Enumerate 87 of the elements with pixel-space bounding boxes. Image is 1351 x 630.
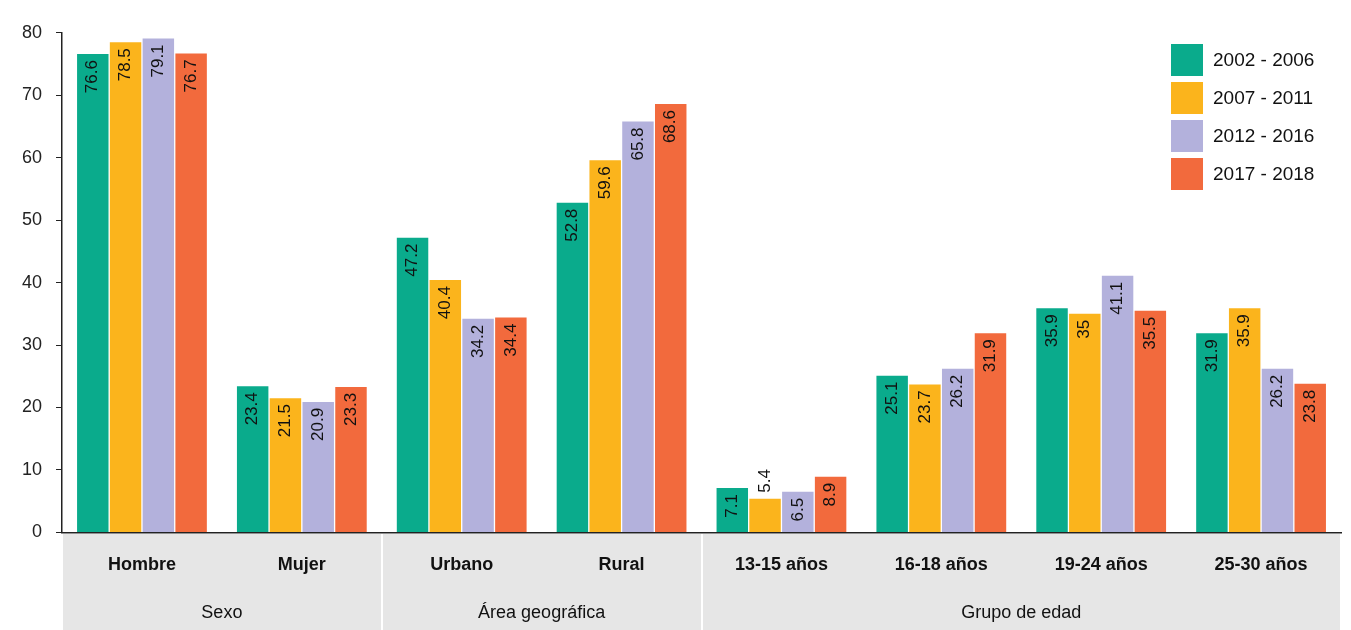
data-label: 35.9 (1041, 314, 1061, 348)
x-tick-label: 19-24 años (1054, 554, 1148, 575)
data-label: 78.5 (115, 48, 135, 82)
data-label: 23.4 (242, 392, 262, 426)
bar (77, 54, 109, 532)
y-tick-label: 20 (21, 396, 43, 417)
bar (716, 488, 749, 532)
x-tick-label: 25-30 años (1214, 554, 1308, 575)
data-label: 7.1 (721, 494, 741, 518)
bar (909, 384, 941, 532)
bar (1134, 310, 1167, 532)
bar (396, 237, 429, 532)
bar (622, 121, 654, 532)
x-tick-label: Hombre (107, 554, 176, 575)
data-label: 23.3 (340, 392, 360, 426)
bar (175, 53, 207, 532)
data-label: 52.8 (562, 208, 582, 242)
bar (462, 318, 494, 532)
data-label: 76.6 (82, 60, 102, 94)
legend-label: 2012 - 2016 (1213, 124, 1315, 147)
legend-label: 2007 - 2011 (1213, 86, 1314, 109)
bar (335, 386, 367, 532)
data-label: 26.2 (947, 374, 967, 408)
data-label: 34.2 (467, 324, 487, 358)
data-label: 59.6 (594, 166, 614, 200)
bar (142, 38, 175, 532)
data-label: 8.9 (820, 482, 840, 507)
bar (1036, 308, 1068, 532)
data-label: 23.7 (914, 390, 934, 424)
text: Área geográfica (477, 602, 607, 623)
bar (941, 368, 974, 532)
bar (1228, 308, 1261, 532)
data-label: 25.1 (881, 381, 901, 415)
x-tick-label: 13-15 años (734, 554, 828, 575)
data-label: 35.9 (1234, 314, 1254, 348)
y-tick-label: 10 (21, 458, 43, 479)
bar (1069, 313, 1101, 532)
data-label: 35.5 (1140, 316, 1160, 350)
bar (1101, 275, 1134, 532)
bar (269, 398, 302, 532)
y-tick-label: 80 (21, 21, 43, 42)
bar (876, 375, 908, 532)
x-tick-label: 16-18 años (894, 554, 988, 575)
data-label: 5.4 (754, 469, 774, 493)
y-tick-label: 70 (21, 84, 43, 105)
data-label: 31.9 (1201, 339, 1221, 373)
data-label: 76.7 (180, 59, 200, 93)
bar (429, 280, 462, 532)
bar (109, 42, 142, 532)
data-label: 23.8 (1299, 389, 1319, 423)
y-tick-label: 50 (21, 209, 43, 230)
x-tick-label: Mujer (277, 554, 326, 575)
data-label: 34.4 (500, 323, 520, 357)
data-label: 26.2 (1267, 374, 1287, 408)
data-label: 40.4 (435, 286, 454, 320)
bar (974, 333, 1007, 532)
bar (495, 317, 527, 532)
y-tick-label: 0 (32, 521, 43, 542)
legend-label: 2002 - 2006 (1213, 48, 1315, 71)
data-label: 31.9 (980, 339, 1000, 373)
data-label: 65.8 (627, 127, 647, 161)
bar (1294, 383, 1326, 532)
x-tick-label: Rural (598, 554, 645, 575)
text: Sexo (200, 602, 244, 623)
data-label: 41.1 (1107, 281, 1127, 315)
y-tick-label: 60 (21, 146, 43, 167)
data-label: 47.2 (402, 243, 422, 277)
bar (589, 160, 621, 532)
y-tick-label: 40 (21, 271, 43, 292)
y-tick-label: 30 (21, 334, 43, 355)
bar (236, 386, 269, 532)
data-label: 79.1 (148, 44, 168, 78)
bar (655, 103, 687, 532)
x-tick-label: Urbano (430, 554, 494, 575)
bar (749, 498, 781, 532)
data-label: 6.5 (787, 497, 807, 522)
bar (556, 202, 589, 532)
bar (1196, 333, 1228, 532)
data-label: 21.5 (275, 404, 295, 438)
data-label: 68.6 (660, 109, 680, 144)
data-label: 20.9 (307, 407, 327, 441)
text: Grupo de edad (960, 602, 1083, 623)
bar (782, 491, 814, 532)
data-label: 35 (1074, 319, 1094, 339)
legend-label: 2017 - 2018 (1213, 162, 1315, 185)
bar (302, 401, 334, 532)
bar (1261, 368, 1294, 532)
